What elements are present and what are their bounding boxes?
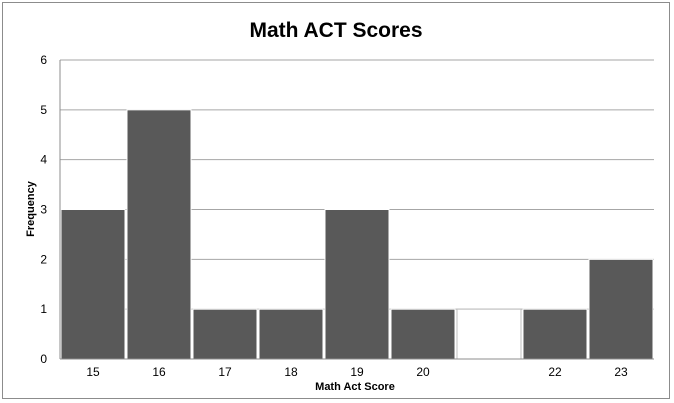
- y-tick-label: 1: [40, 302, 47, 316]
- bar-19: [324, 209, 390, 360]
- x-axis-label: Math Act Score: [315, 381, 395, 393]
- bar-20: [390, 308, 456, 360]
- bar-16: [126, 109, 192, 360]
- y-tick-label: 4: [40, 153, 47, 167]
- x-tick-label: 20: [416, 365, 430, 379]
- x-tick-label: 22: [548, 365, 562, 379]
- bar-15: [60, 209, 126, 360]
- y-axis-label: Frequency: [25, 180, 37, 237]
- y-tick-label: 5: [40, 103, 47, 117]
- y-tick-label: 6: [40, 53, 47, 67]
- x-tick-label: 15: [86, 365, 100, 379]
- x-tick-label: 17: [218, 365, 232, 379]
- bars: [60, 109, 654, 360]
- x-tick-labels: 15 16 17 18 19 20 22 23: [86, 365, 628, 379]
- y-tick-label: 2: [40, 252, 47, 266]
- y-tick-labels: 0 1 2 3 4 5 6: [40, 53, 47, 366]
- bar-22: [522, 308, 588, 360]
- chart-title: Math ACT Scores: [249, 19, 422, 42]
- y-tick-label: 0: [40, 352, 47, 366]
- x-tick-label: 18: [284, 365, 298, 379]
- x-tick-label: 19: [350, 365, 364, 379]
- bar-23: [588, 258, 654, 360]
- y-tick-label: 3: [40, 203, 47, 217]
- x-tick-label: 23: [614, 365, 628, 379]
- bar-blank: [456, 308, 522, 360]
- bar-18: [258, 308, 324, 360]
- x-tick-label: 16: [152, 365, 166, 379]
- bar-17: [192, 308, 258, 360]
